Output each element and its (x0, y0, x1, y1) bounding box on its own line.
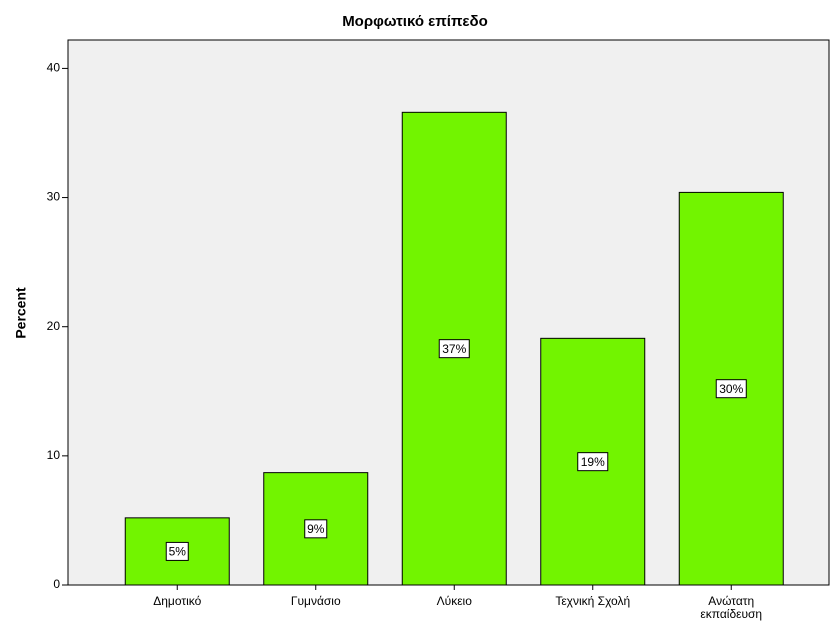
value-label-box (438, 339, 470, 359)
y-tick-label: 30 (47, 190, 61, 204)
value-label-box (715, 379, 747, 399)
x-tick-label: Λύκειο (436, 594, 472, 608)
x-tick-label: Ανώτατη εκπαίδευση (700, 594, 763, 621)
value-label: 30% (719, 382, 743, 396)
value-label-box (304, 519, 328, 539)
x-tick-label: Τεχνική Σχολή (555, 594, 631, 608)
y-axis-title: Percent (13, 287, 29, 339)
x-tick-label: Γυμνάσιο (290, 594, 341, 608)
x-tick-label: Δημοτικό (153, 594, 202, 608)
y-tick-label: 40 (47, 61, 61, 75)
value-label: 19% (581, 455, 605, 469)
chart-title: Μορφωτικό επίπεδο (342, 13, 488, 30)
value-label: 37% (442, 342, 466, 356)
y-tick-label: 10 (47, 448, 61, 462)
value-label: 5% (169, 545, 187, 559)
y-tick-label: 0 (53, 577, 60, 591)
value-label-box (577, 452, 609, 472)
y-tick-label: 20 (47, 319, 61, 333)
value-label: 9% (307, 522, 325, 536)
value-label-box (165, 541, 189, 561)
